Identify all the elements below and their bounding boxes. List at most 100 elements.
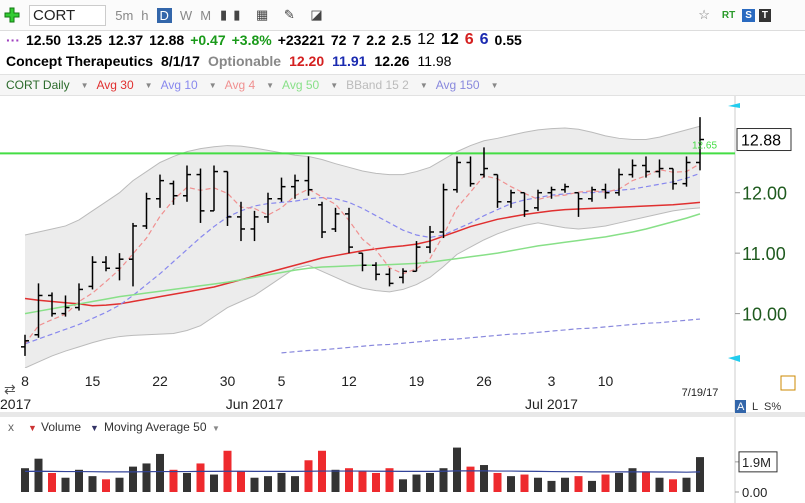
add-icon[interactable] — [4, 7, 20, 23]
volume-bar — [669, 479, 677, 492]
volume-bar — [277, 472, 286, 492]
legend-dropdown[interactable]: ▼ — [144, 80, 153, 90]
volume-title: Volume — [41, 420, 81, 434]
info-value: 12.26 — [374, 53, 410, 69]
quote-value: 2.2 — [366, 32, 386, 48]
panel-divider — [0, 412, 805, 417]
legend-entry[interactable]: BBand 15 2 — [346, 78, 409, 92]
dropdown[interactable]: ▼ — [28, 423, 37, 433]
last-price-box — [736, 128, 792, 152]
volume-bar — [520, 474, 529, 492]
dots: ··· — [6, 32, 20, 48]
volume-bar — [237, 471, 245, 492]
volume-bar — [102, 479, 110, 492]
legend-entry[interactable]: CORT Daily — [6, 78, 70, 92]
legend-entry[interactable]: Avg 30 — [96, 78, 134, 92]
x-tick-label: 10 — [598, 373, 614, 389]
timeframe[interactable]: h — [141, 7, 149, 23]
quote-value: 12.37 — [108, 32, 144, 48]
badge[interactable]: T — [758, 8, 771, 22]
volume-bar — [399, 479, 407, 492]
edge-marker — [728, 355, 740, 362]
volume-bar — [34, 458, 43, 492]
y-tick-label: 11.00 — [742, 244, 786, 264]
legend-dropdown[interactable]: ▼ — [419, 80, 428, 90]
volume-bar — [372, 472, 380, 492]
timeframe[interactable]: D — [156, 7, 172, 23]
tool-icons[interactable]: ▮▮ ▦ ✎ ◪ — [220, 7, 329, 22]
badge[interactable]: S — [742, 8, 755, 22]
volume-bar — [439, 468, 448, 492]
legend-dropdown[interactable]: ▼ — [208, 80, 217, 90]
bband-upper — [24, 125, 701, 236]
toolbar: CORT 5m h D W M ▮▮ ▦ ✎ ◪ ☆ RT S T — [0, 0, 805, 31]
volume-bar — [601, 474, 610, 492]
volume-bar — [480, 465, 488, 492]
quote-value: 6 — [479, 31, 489, 48]
x-tick-label: 8 — [21, 373, 29, 389]
legend: CORT Daily ▼ Avg 30 ▼ Avg 10 ▼ Avg 4 ▼ Avg 50 ▼ BB… — [0, 74, 805, 96]
volume-bar — [561, 477, 569, 492]
volume-bar — [696, 457, 704, 492]
timeframe[interactable]: 5m — [115, 7, 134, 23]
price-panel — [0, 117, 735, 368]
quote-value: +23221 — [277, 32, 325, 48]
quote-value: +3.8% — [231, 32, 272, 48]
badges: RT S T — [719, 8, 771, 22]
dropdown[interactable]: ▼ — [212, 424, 220, 433]
badge[interactable]: RT — [721, 9, 736, 21]
legend-dropdown[interactable]: ▼ — [490, 80, 499, 90]
volume-bar — [588, 480, 596, 492]
volume-bar — [345, 468, 353, 492]
scale-button[interactable]: A — [737, 401, 745, 413]
legend-entry[interactable]: Avg 4 — [224, 78, 256, 92]
quote-value: 12 — [417, 31, 435, 48]
quote-value: 7 — [352, 32, 361, 48]
volume-bar — [426, 472, 434, 492]
moving-average — [281, 318, 701, 354]
volume-bar — [61, 477, 70, 492]
volume-bar — [183, 472, 191, 492]
info-value: 12.20 — [289, 53, 325, 69]
volume-bar — [615, 472, 623, 492]
legend-dropdown[interactable]: ▼ — [80, 80, 89, 90]
x-tick-label: 26 — [476, 373, 492, 389]
legend-dropdown[interactable]: ▼ — [330, 80, 339, 90]
timeframe[interactable]: M — [200, 7, 212, 23]
scale-button[interactable]: L — [752, 401, 758, 413]
legend-entry[interactable]: Avg 10 — [160, 78, 198, 92]
last-price-label: 12.88 — [741, 133, 781, 150]
volume-bar — [642, 471, 650, 492]
company: Concept Therapeutics — [6, 53, 154, 69]
draw-icon[interactable] — [780, 375, 796, 391]
volume-bar — [88, 476, 97, 492]
symbol[interactable]: CORT — [29, 4, 107, 26]
legend-entry[interactable]: Avg 50 — [282, 78, 320, 92]
volume-bar — [507, 476, 515, 492]
scale-button[interactable]: S% — [764, 401, 781, 413]
star-icon[interactable]: ☆ — [698, 7, 710, 22]
volume-bar — [210, 474, 218, 492]
quote-value: 2.5 — [391, 32, 412, 48]
volume-bar — [534, 477, 542, 492]
volume-bar — [291, 476, 299, 492]
volume-ma — [24, 470, 701, 473]
legend-entry[interactable]: Avg 150 — [435, 78, 480, 92]
reset-icon[interactable]: ⇄ — [4, 381, 16, 397]
volume-bar — [142, 463, 151, 492]
legend-dropdown[interactable]: ▼ — [266, 80, 275, 90]
close-x[interactable]: x — [8, 420, 14, 434]
x-tick-label: 30 — [220, 373, 236, 389]
volume-bar — [466, 466, 475, 492]
dropdown[interactable]: ▼ — [90, 423, 99, 433]
timeframe[interactable]: W — [179, 7, 193, 23]
volume-bar — [682, 477, 691, 492]
volume-bar — [304, 460, 313, 492]
volume-bar — [264, 476, 272, 492]
bband-area — [25, 126, 700, 368]
optionable: Optionable — [207, 53, 282, 69]
x-tick-label: 3 — [548, 373, 556, 389]
volume-bar — [115, 477, 124, 492]
volume-bar — [75, 469, 83, 492]
